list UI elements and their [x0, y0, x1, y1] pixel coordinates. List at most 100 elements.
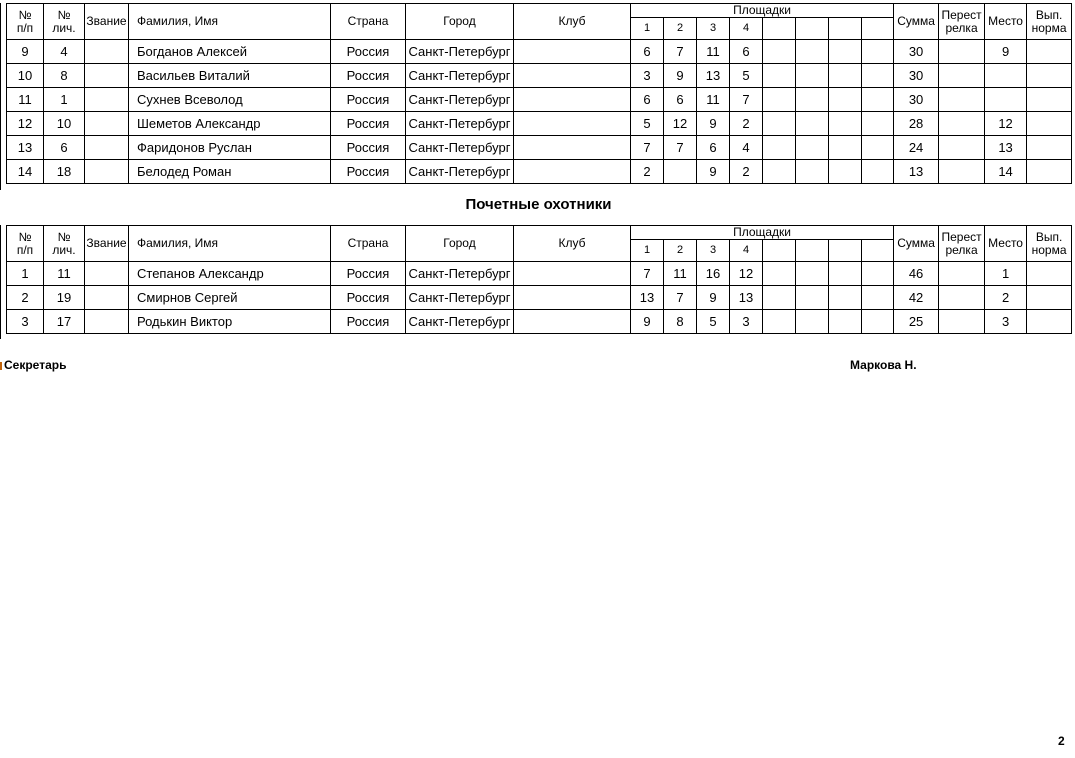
- cell-zvanie: [84, 159, 129, 184]
- col-header-sum: Сумма: [893, 3, 940, 40]
- cell-ploshchadka-8: [860, 159, 895, 184]
- col-subheader-p8: [860, 239, 895, 262]
- header-row: № п/п № лич. Звание Фамилия, Имя Страна …: [6, 3, 1073, 40]
- cell-place: 2: [984, 285, 1028, 310]
- cell-ploshchadka-1: 3: [630, 63, 664, 88]
- cell-country: Россия: [330, 135, 406, 160]
- cell-norm: [1026, 309, 1073, 334]
- col-header-shootoff: Перест релка: [938, 225, 986, 262]
- cell-name: Смирнов Сергей: [128, 285, 331, 310]
- subheader-row: 1 2 3 4: [7, 239, 1072, 262]
- cell-no-lich: 6: [43, 135, 85, 160]
- cell-ploshchadka-6: [795, 63, 829, 88]
- cell-place: 13: [984, 135, 1028, 160]
- col-header-place: Место: [984, 225, 1028, 262]
- cell-norm: [1026, 159, 1073, 184]
- cell-no-pp: 2: [6, 285, 44, 310]
- cell-city: Санкт-Петербург: [405, 159, 514, 184]
- cell-ploshchadka-2: 11: [663, 261, 697, 286]
- table-row: 12 10 Шеметов Александр Россия Санкт-Пет…: [6, 111, 1073, 136]
- cell-ploshchadka-3: 6: [696, 135, 730, 160]
- cell-club: [513, 111, 631, 136]
- cell-no-lich: 18: [43, 159, 85, 184]
- cell-country: Россия: [330, 309, 406, 334]
- cell-city: Санкт-Петербург: [405, 87, 514, 112]
- orange-tick-mark: [0, 362, 2, 370]
- secretary-signature: Маркова Н.: [850, 358, 917, 372]
- cell-ploshchadka-8: [860, 111, 895, 136]
- cell-club: [513, 159, 631, 184]
- cell-name: Васильев Виталий: [128, 63, 331, 88]
- cell-ploshchadka-5: [762, 63, 796, 88]
- col-subheader-p4: 4: [729, 17, 763, 40]
- cell-ploshchadka-4: 13: [729, 285, 763, 310]
- cell-sum: 42: [893, 285, 940, 310]
- cell-ploshchadka-3: 11: [696, 39, 730, 64]
- table-row: 13 6 Фаридонов Руслан Россия Санкт-Петер…: [6, 135, 1073, 160]
- cell-country: Россия: [330, 111, 406, 136]
- cell-ploshchadka-5: [762, 285, 796, 310]
- cell-sum: 30: [893, 63, 940, 88]
- table-row: 9 4 Богданов Алексей Россия Санкт-Петерб…: [6, 39, 1073, 64]
- cell-no-lich: 8: [43, 63, 85, 88]
- cell-ploshchadka-5: [762, 39, 796, 64]
- cell-ploshchadka-5: [762, 309, 796, 334]
- table-row: 3 17 Родькин Виктор Россия Санкт-Петербу…: [6, 309, 1073, 334]
- cell-ploshchadka-1: 2: [630, 159, 664, 184]
- page-number: 2: [1058, 734, 1065, 748]
- cell-ploshchadka-6: [795, 135, 829, 160]
- cell-ploshchadka-2: 9: [663, 63, 697, 88]
- cell-country: Россия: [330, 63, 406, 88]
- cell-no-pp: 13: [6, 135, 44, 160]
- cell-ploshchadka-2: 6: [663, 87, 697, 112]
- cell-norm: [1026, 261, 1073, 286]
- cell-shootoff: [938, 87, 986, 112]
- cell-ploshchadka-2: 8: [663, 309, 697, 334]
- cell-ploshchadka-4: 2: [729, 159, 763, 184]
- col-subheader-p1: 1: [630, 239, 664, 262]
- cell-no-pp: 12: [6, 111, 44, 136]
- col-subheader-p7: [828, 239, 862, 262]
- cell-zvanie: [84, 309, 129, 334]
- col-header-no-lich: № лич.: [43, 225, 85, 262]
- cell-ploshchadka-8: [860, 39, 895, 64]
- cell-ploshchadka-4: 4: [729, 135, 763, 160]
- cell-sum: 25: [893, 309, 940, 334]
- col-subheader-p6: [795, 239, 829, 262]
- subheader-row: 1 2 3 4: [7, 17, 1072, 40]
- cell-ploshchadka-6: [795, 261, 829, 286]
- cell-zvanie: [84, 285, 129, 310]
- cell-country: Россия: [330, 39, 406, 64]
- col-subheader-p8: [860, 17, 895, 40]
- cell-sum: 28: [893, 111, 940, 136]
- cell-ploshchadka-5: [762, 87, 796, 112]
- cell-shootoff: [938, 159, 986, 184]
- cell-club: [513, 285, 631, 310]
- cell-norm: [1026, 39, 1073, 64]
- cell-club: [513, 261, 631, 286]
- cell-city: Санкт-Петербург: [405, 309, 514, 334]
- cell-ploshchadka-7: [828, 39, 862, 64]
- cell-norm: [1026, 87, 1073, 112]
- col-subheader-p3: 3: [696, 17, 730, 40]
- col-header-city: Город: [405, 225, 514, 262]
- cell-ploshchadka-3: 5: [696, 309, 730, 334]
- cell-city: Санкт-Петербург: [405, 39, 514, 64]
- cell-no-pp: 11: [6, 87, 44, 112]
- cell-ploshchadka-6: [795, 285, 829, 310]
- col-subheader-p3: 3: [696, 239, 730, 262]
- cell-ploshchadka-1: 7: [630, 135, 664, 160]
- col-header-club: Клуб: [513, 225, 631, 262]
- col-subheader-p2: 2: [663, 239, 697, 262]
- table-row: 10 8 Васильев Виталий Россия Санкт-Петер…: [6, 63, 1073, 88]
- col-subheader-p5: [762, 17, 796, 40]
- cell-shootoff: [938, 309, 986, 334]
- cell-ploshchadka-8: [860, 309, 895, 334]
- cell-ploshchadka-4: 2: [729, 111, 763, 136]
- table-row: 1 11 Степанов Александр Россия Санкт-Пет…: [6, 261, 1073, 286]
- col-subheader-p2: 2: [663, 17, 697, 40]
- cell-ploshchadka-7: [828, 261, 862, 286]
- cell-no-lich: 11: [43, 261, 85, 286]
- cell-city: Санкт-Петербург: [405, 135, 514, 160]
- cell-no-pp: 9: [6, 39, 44, 64]
